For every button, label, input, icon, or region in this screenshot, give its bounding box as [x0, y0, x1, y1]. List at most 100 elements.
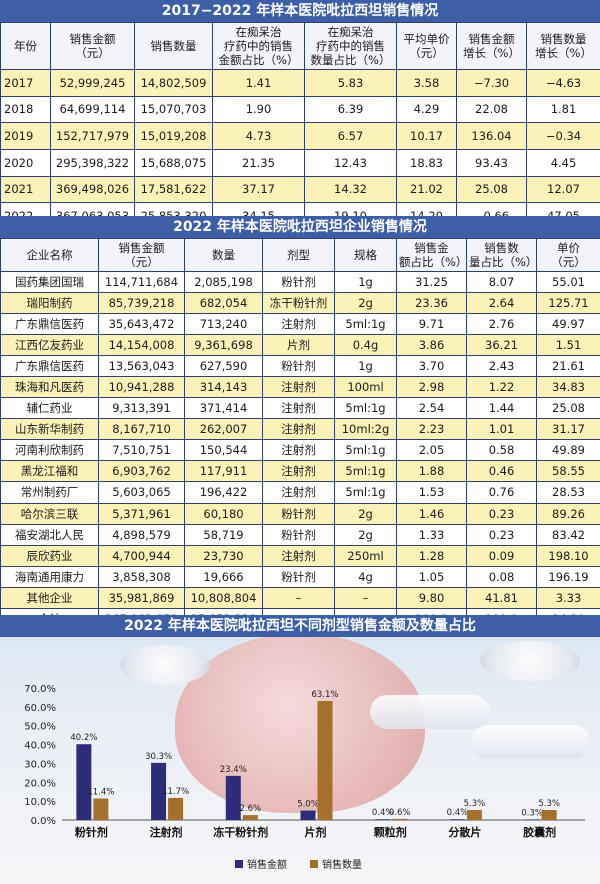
table2-title: 2022 年样本医院吡拉西坦企业销售情况 — [0, 216, 600, 238]
company-sales-table: 企业名称 销售金额 （元） 数量 剂型 规格 销售金 额占比（%） 销售数 量占比（%） 单价… — [0, 238, 600, 631]
table-cell: 31.25 — [396, 270, 467, 294]
table-cell: 珠海和凡医药 — [0, 376, 99, 399]
bar-sales-quantity — [541, 810, 557, 820]
table-row: 哈尔滨三联 5,371,961 60,180 粉针剂 2g 1.46 0.23 89.26 — [0, 502, 600, 525]
table-cell: 2.64 — [466, 292, 537, 315]
column-header: 规格 — [334, 238, 397, 272]
table-cell: 369,498,026 — [50, 175, 135, 204]
table-cell: 粉针剂 — [262, 523, 335, 546]
table-cell: 注射剂 — [262, 397, 335, 420]
table-cell: 0.09 — [466, 544, 537, 567]
table-cell: 广东鼎信医药 — [0, 355, 99, 378]
table-row: 山东新华制药 8,167,710 262,007 注射剂 10ml:2g 2.23 1.01… — [0, 418, 600, 441]
table-row: 2017 52,999,245 14,802,509 1.41 5.83 3.58 −7.3… — [0, 69, 600, 97]
table-cell: 150,544 — [184, 439, 263, 462]
table-cell: 辰欣药业 — [0, 544, 99, 567]
table-cell: 10,808,804 — [184, 586, 263, 609]
data-label: 2.6% — [239, 804, 261, 814]
table-cell: 2,085,198 — [184, 270, 263, 294]
table-cell: −7.30 — [456, 69, 527, 97]
table-cell: 4.73 — [212, 122, 305, 150]
table-cell: 国药集团国瑞 — [0, 270, 99, 294]
table-cell: 136.04 — [456, 122, 527, 150]
table-cell: 4.29 — [396, 95, 457, 124]
table-cell: 1.33 — [396, 523, 467, 546]
table-cell: 10.17 — [396, 122, 457, 150]
category-label: 注射剂 — [150, 825, 183, 839]
table-cell: 23.36 — [396, 292, 467, 315]
table-cell: 125.71 — [536, 292, 600, 315]
table-cell: 250ml — [334, 544, 397, 567]
table-cell: 粉针剂 — [262, 502, 335, 525]
table-cell: 713,240 — [184, 313, 263, 336]
legend-label: 销售金额 — [247, 858, 287, 871]
table-cell: 49.89 — [536, 439, 600, 462]
table-cell: 295,398,322 — [50, 148, 135, 177]
table-cell: 89.26 — [536, 502, 600, 525]
dosage-form-chart-panel: 0.0% 10.0% 20.0% 30.0% 40.0% 50.0% 60.0% 70.0% 4… — [0, 615, 600, 884]
column-header: 销售金 额占比（%） — [396, 238, 467, 272]
table-cell: 34.83 — [536, 376, 600, 399]
table-cell: 4g — [334, 565, 397, 588]
data-label: 63.1% — [311, 690, 338, 700]
table-cell: 12.43 — [304, 148, 397, 177]
table-row: 常州制药厂 5,603,065 196,422 注射剂 5ml:1g 1.53 0.76 28… — [0, 481, 600, 504]
table-row: 江西亿友药业 14,154,008 9,361,698 片剂 0.4g 3.86 36.21… — [0, 334, 600, 357]
table-cell: 3,858,308 — [98, 565, 185, 588]
table-row: 2021 369,498,026 17,581,622 37.17 14.32 21.02… — [0, 175, 600, 204]
table-cell: 31.17 — [536, 418, 600, 441]
column-header: 单价 （元） — [536, 238, 600, 272]
table-cell: 55.01 — [536, 270, 600, 294]
table-cell: 114,711,684 — [98, 270, 185, 294]
table-cell: 5,371,961 — [98, 502, 185, 525]
table-cell: 14,802,509 — [134, 69, 213, 97]
table-row: 黑龙江福和 6,903,762 117,911 注射剂 5ml:1g 1.88 0.46 58… — [0, 460, 600, 483]
table-cell: 0.23 — [466, 502, 537, 525]
bar-sales-amount — [151, 762, 167, 820]
table-cell: 19,666 — [184, 565, 263, 588]
table-cell: 冻干粉针剂 — [262, 292, 335, 315]
table-cell: 4,700,944 — [98, 544, 185, 567]
table-cell: 辅仁药业 — [0, 397, 99, 420]
table-cell: 25.08 — [536, 397, 600, 420]
bar-sales-quantity — [466, 810, 482, 820]
table-cell: 1.05 — [396, 565, 467, 588]
category-label: 粉针剂 — [75, 825, 108, 839]
y-tick-label: 70.0% — [24, 684, 56, 695]
company-sales-section: 2022 年样本医院吡拉西坦企业销售情况 企业名称 销售金额 （元） 数量 剂型 规格销… — [0, 216, 600, 631]
table-cell: 49.97 — [536, 313, 600, 336]
column-header: 在痴呆治 疗药中的销售 金额占比（%） — [212, 22, 305, 70]
table-cell: 15,019,208 — [134, 122, 213, 150]
table-cell: 2017 — [0, 69, 51, 97]
table-cell: 35,643,472 — [98, 313, 185, 336]
table-cell: 注射剂 — [262, 313, 335, 336]
table-cell: – — [262, 586, 335, 609]
legend-label: 销售数量 — [322, 858, 362, 871]
table-cell: 8.07 — [466, 270, 537, 294]
table-cell: 41.81 — [466, 586, 537, 609]
table-cell: 9.80 — [396, 586, 467, 609]
table-cell: 314,143 — [184, 376, 263, 399]
table-cell: 2018 — [0, 95, 51, 124]
column-header: 销售数 量占比（%） — [466, 238, 537, 272]
table-cell: 1g — [334, 270, 397, 294]
table-cell: 9.71 — [396, 313, 467, 336]
table-cell: 江西亿友药业 — [0, 334, 99, 357]
bar-sales-quantity — [392, 818, 408, 820]
table-cell: 64,699,114 — [50, 95, 135, 124]
table-cell: 常州制药厂 — [0, 481, 99, 504]
table-cell: 1.01 — [466, 418, 537, 441]
table-row: 珠海和凡医药 10,941,288 314,143 注射剂 100ml 2.98 1.22 3… — [0, 376, 600, 399]
chart-title: 2022 年样本医院吡拉西坦不同剂型销售金额及数量占比 — [0, 615, 600, 637]
table-cell: 5ml:1g — [334, 460, 397, 483]
table-cell: 粉针剂 — [262, 355, 335, 378]
table-cell: 36.21 — [466, 334, 537, 357]
legend-swatch — [235, 860, 243, 868]
category-label: 分散片 — [448, 825, 481, 839]
sales-overview-section: 2017−2022 年样本医院吡拉西坦销售情况 年份 销售金额 （元） 销售数量 在痴… — [0, 0, 600, 230]
data-label: 5.3% — [538, 799, 560, 809]
data-label: 30.3% — [145, 752, 172, 762]
table-cell: 1.28 — [396, 544, 467, 567]
table-cell: 其他企业 — [0, 586, 99, 609]
table-cell: 1g — [334, 355, 397, 378]
